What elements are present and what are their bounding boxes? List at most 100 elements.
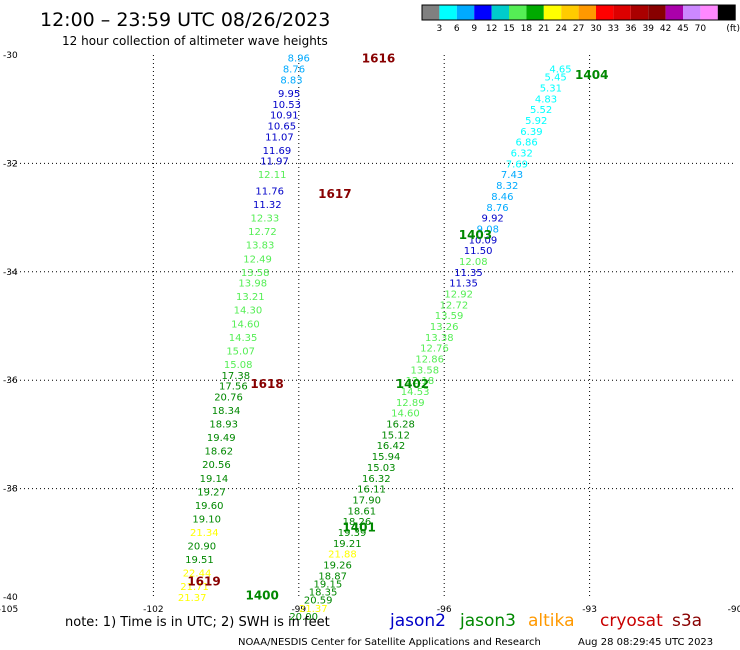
swh-value: 14.53 [401,387,430,398]
colorbar-tick-label: 6 [454,24,460,34]
swh-value: 11.35 [449,279,478,290]
track-time-label: 1402 [396,377,429,391]
swh-value: 12.08 [459,257,488,268]
colorbar-tick-label: 3 [437,24,443,34]
swh-value: 10.65 [268,121,297,132]
satellite-s3a: s3a [672,611,702,631]
swh-value: 8.96 [288,54,310,65]
colorbar-tick-label: 18 [521,24,533,34]
colorbar-swatch [700,5,718,20]
swh-value: 11.32 [253,200,282,211]
swh-value: 20.59 [304,596,333,607]
swh-value: 14.60 [391,409,420,420]
swh-value: 8.76 [283,65,305,76]
swh-value: 8.46 [491,192,513,203]
swh-value: 21.37 [178,593,207,604]
swh-value: 4.83 [535,94,557,105]
colorbar-tick-label: 15 [503,24,514,34]
swh-value: 16.42 [377,441,406,452]
swh-value: 15.12 [381,430,410,441]
swh-value: 13.58 [410,365,439,376]
colorbar-tick-label: 24 [555,24,567,34]
data-points: 8.968.768.839.9510.5310.9110.6511.0711.6… [178,54,572,623]
swh-value: 20.56 [202,460,231,471]
colorbar-tick-label: 33 [608,24,619,34]
swh-value: 12.49 [243,254,272,265]
swh-value: 18.62 [205,447,234,458]
swh-value: 7.43 [501,170,523,181]
x-tick-label: -90 [728,605,740,615]
swh-value: 21.34 [190,528,219,539]
track-time-label: 1403 [459,228,492,242]
colorbar-tick-label: 9 [471,24,477,34]
swh-value: 13.21 [236,292,265,303]
swh-value: 18.87 [318,571,347,582]
swh-value: 20.00 [289,612,318,623]
swh-value: 8.83 [280,75,302,86]
tick-labels: -105 -102 -99 -96 -93 -90 -30 -32 -34 -36 -38 -40 [0,51,740,615]
chart-title: 12:00 – 23:59 UTC 08/26/2023 [40,9,330,31]
x-tick-label: -102 [143,605,163,615]
swh-value: 16.11 [357,485,386,496]
swh-value: 12.72 [440,300,469,311]
colorbar-swatch [630,5,649,20]
swh-value: 21.37 [299,604,328,615]
colorbar-tick-label: 30 [590,24,602,34]
track-time-label: 1404 [575,68,608,82]
footer-note: note: 1) Time is in UTC; 2) SWH is in fe… [65,615,330,630]
swh-value: 20.76 [214,392,243,403]
colorbar-swatch [474,5,492,20]
colorbar-swatch [543,5,562,20]
swh-value: 7.69 [506,159,528,170]
swh-value: 4.65 [549,65,571,76]
swh-value: 9.92 [482,214,504,225]
x-tick-label: -105 [0,605,18,615]
x-tick-label: -99 [291,605,306,615]
colorbar-swatch [665,5,683,20]
swh-value: 17.90 [352,495,381,506]
colorbar-swatch [422,5,440,20]
swh-value: 22.44 [183,569,212,580]
swh-value: 11.35 [454,268,483,279]
swh-value: 19.26 [323,560,352,571]
swh-value: 9.95 [278,89,300,100]
swh-value: 16.32 [362,474,391,485]
swh-value: 18.34 [212,406,241,417]
swh-value: 12.92 [444,289,473,300]
swh-value: 6.86 [515,138,537,149]
y-tick-label: -34 [3,268,18,278]
swh-value: 13.38 [425,333,454,344]
swh-value: 11.76 [255,187,284,198]
swh-value: 13.98 [238,279,267,290]
colorbar-tick-label: 42 [660,24,671,34]
swh-value: 17.38 [221,371,250,382]
colorbar-swatch [717,5,736,20]
swh-value: 15.07 [226,346,255,357]
colorbar-swatch [596,5,614,20]
swh-value: 19.21 [333,539,362,550]
track-time-label: 1616 [362,52,395,66]
colorbar-swatch [439,5,457,20]
colorbar-tick-label: 39 [642,24,654,34]
swh-value: 19.27 [197,487,226,498]
swh-value: 19.15 [314,579,343,590]
swh-value: 12.89 [396,398,425,409]
satellite-altika: altika [528,611,575,631]
swh-value: 13.83 [246,241,275,252]
colorbar-swatch [561,5,579,20]
swh-value: 12.11 [258,170,287,181]
footer-credit: NOAA/NESDIS Center for Satellite Applica… [238,637,541,648]
swh-value: 14.60 [231,319,260,330]
swh-value: 19.49 [207,433,236,444]
swh-value: 5.31 [540,84,562,95]
swh-value: 13.26 [430,322,459,333]
swh-value: 5.45 [545,73,567,84]
chart-subtitle: 12 hour collection of altimeter wave hei… [62,34,328,48]
swh-value: 5.52 [530,105,552,116]
swh-value: 14.35 [229,333,258,344]
track-time-label: 1400 [245,588,278,602]
colorbar-tick-label: 21 [538,24,549,34]
colorbar-swatch [491,5,509,20]
swh-value: 6.39 [520,127,542,138]
swh-value: 21.71 [180,582,209,593]
